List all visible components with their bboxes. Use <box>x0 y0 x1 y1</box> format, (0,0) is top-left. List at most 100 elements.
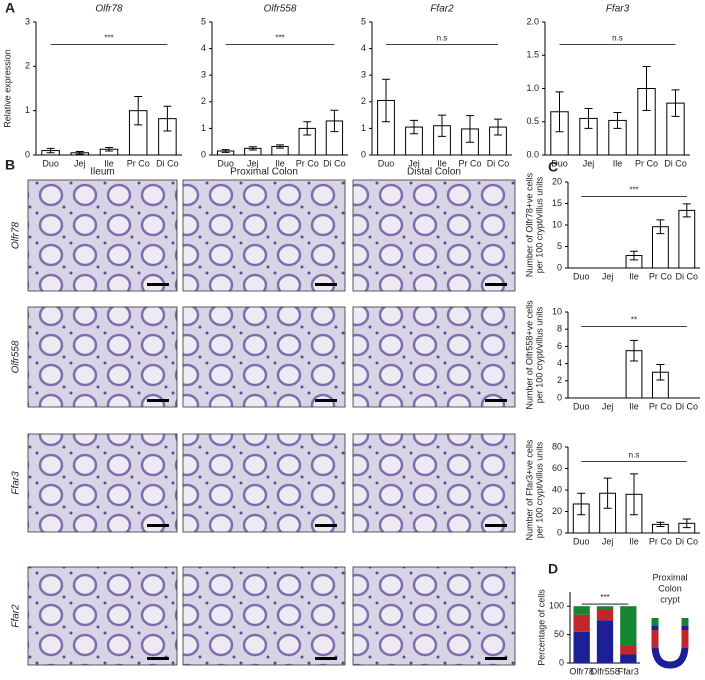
y-tick-label: 6 <box>557 341 562 351</box>
y-tick-label: 5 <box>201 16 206 26</box>
x-tick-label: Jej <box>408 158 420 168</box>
bar-segment <box>596 606 614 610</box>
x-tick-label: Olfr78 <box>569 666 594 675</box>
x-tick-label: Pr Co <box>635 158 658 168</box>
y-tick-label: 3 <box>25 16 30 26</box>
scale-bar <box>147 657 169 660</box>
y-tick-label: 1.0 <box>526 83 539 93</box>
y-axis-label: per 100 crypt/villus units <box>534 176 544 273</box>
x-tick-label: Duo <box>42 158 59 168</box>
scale-bar <box>485 399 507 402</box>
y-tick-label: 0.0 <box>526 149 539 159</box>
y-tick-label: 4 <box>201 43 206 53</box>
panel-label: B <box>5 157 15 173</box>
panel-label: A <box>5 0 15 16</box>
y-tick-label: 1 <box>361 123 366 133</box>
crypt-schematic <box>651 618 689 669</box>
micrograph <box>352 433 516 533</box>
micrograph <box>182 433 346 533</box>
x-tick-label: Duo <box>573 401 590 411</box>
x-tick-label: Pr Co <box>127 158 150 168</box>
y-axis-label: Relative expression <box>2 49 12 128</box>
x-tick-label: Di Co <box>156 158 179 168</box>
significance-label: ** <box>631 316 637 325</box>
bar-segment <box>620 606 637 646</box>
chart-title: Ffar3 <box>606 4 630 15</box>
y-tick-label: 0.5 <box>526 116 539 126</box>
x-tick-label: Duo <box>573 271 590 281</box>
column-label: Distal Colon <box>407 167 461 178</box>
error-bar <box>134 95 143 126</box>
chart-title: Ffar2 <box>430 4 454 15</box>
row-label: Olfr558 <box>11 340 22 373</box>
error-bar <box>410 119 418 135</box>
bar-segment <box>596 609 614 621</box>
significance-label: n.s <box>437 34 448 43</box>
error-bar <box>330 109 339 133</box>
error-bar <box>382 78 390 123</box>
chart-title: Olfr78 <box>95 4 123 15</box>
schematic-label: crypt <box>660 594 680 604</box>
error-bar <box>584 107 593 129</box>
x-tick-label: Ile <box>104 158 114 168</box>
error-bar <box>221 149 230 153</box>
crypt-schematic <box>651 618 689 626</box>
x-tick-label: Pr Co <box>649 271 672 281</box>
error-bar <box>75 150 84 155</box>
bar-segment <box>620 654 637 663</box>
y-axis-label: Number of Olfr558+ve cells <box>524 300 534 410</box>
x-tick-label: Duo <box>551 158 568 168</box>
panel-label: D <box>548 561 558 577</box>
crypt-schematic <box>651 630 689 648</box>
y-tick-label: 15 <box>552 198 562 208</box>
bar-segment <box>620 645 637 655</box>
x-tick-label: Olfr558 <box>590 666 620 675</box>
schematic-label: Proximal <box>652 572 687 582</box>
micrograph <box>352 566 516 666</box>
x-tick-label: Jej <box>583 158 595 168</box>
schematic-label: Colon <box>658 583 682 593</box>
bar-segment <box>596 620 614 663</box>
y-tick-label: 1.5 <box>526 50 539 60</box>
y-tick-label: 2.0 <box>526 16 539 26</box>
scale-bar <box>315 657 337 660</box>
micrograph <box>27 566 178 666</box>
x-tick-label: Di Co <box>664 158 687 168</box>
y-tick-label: 2 <box>557 375 562 385</box>
y-tick-label: 3 <box>201 70 206 80</box>
y-tick-label: 50 <box>554 629 564 639</box>
error-bar <box>630 473 638 516</box>
y-tick-label: 4 <box>557 358 562 368</box>
y-tick-label: 0 <box>559 657 564 667</box>
row-label: Olfr78 <box>11 221 22 249</box>
y-axis-label: Number of Olfr78+ve cells <box>524 172 534 277</box>
error-bar <box>613 111 622 129</box>
x-tick-label: Di Co <box>676 536 699 546</box>
micrograph <box>352 179 516 292</box>
y-tick-label: 0 <box>361 149 366 159</box>
significance-label: n.s <box>629 451 640 460</box>
x-tick-label: Ile <box>629 271 639 281</box>
x-tick-label: Pr Co <box>649 536 672 546</box>
error-bar <box>630 339 638 362</box>
scale-bar <box>485 657 507 660</box>
y-tick-label: 100 <box>549 601 564 611</box>
y-axis-label: Number of Ffar3+ve cells <box>524 439 534 540</box>
y-tick-label: 0 <box>201 149 206 159</box>
micrograph <box>27 306 178 408</box>
micrograph <box>27 433 178 533</box>
y-tick-label: 8 <box>557 324 562 334</box>
micrograph <box>182 566 346 666</box>
y-tick-label: 2 <box>201 96 206 106</box>
y-tick-label: 4 <box>361 43 366 53</box>
error-bar <box>105 146 113 152</box>
x-tick-label: Ile <box>613 158 623 168</box>
y-tick-label: 10 <box>552 306 562 316</box>
y-tick-label: 1 <box>201 123 206 133</box>
y-tick-label: 20 <box>552 176 562 186</box>
y-tick-label: 80 <box>552 441 562 451</box>
scale-bar <box>315 399 337 402</box>
significance-label: *** <box>600 593 609 602</box>
x-tick-label: Duo <box>378 158 395 168</box>
